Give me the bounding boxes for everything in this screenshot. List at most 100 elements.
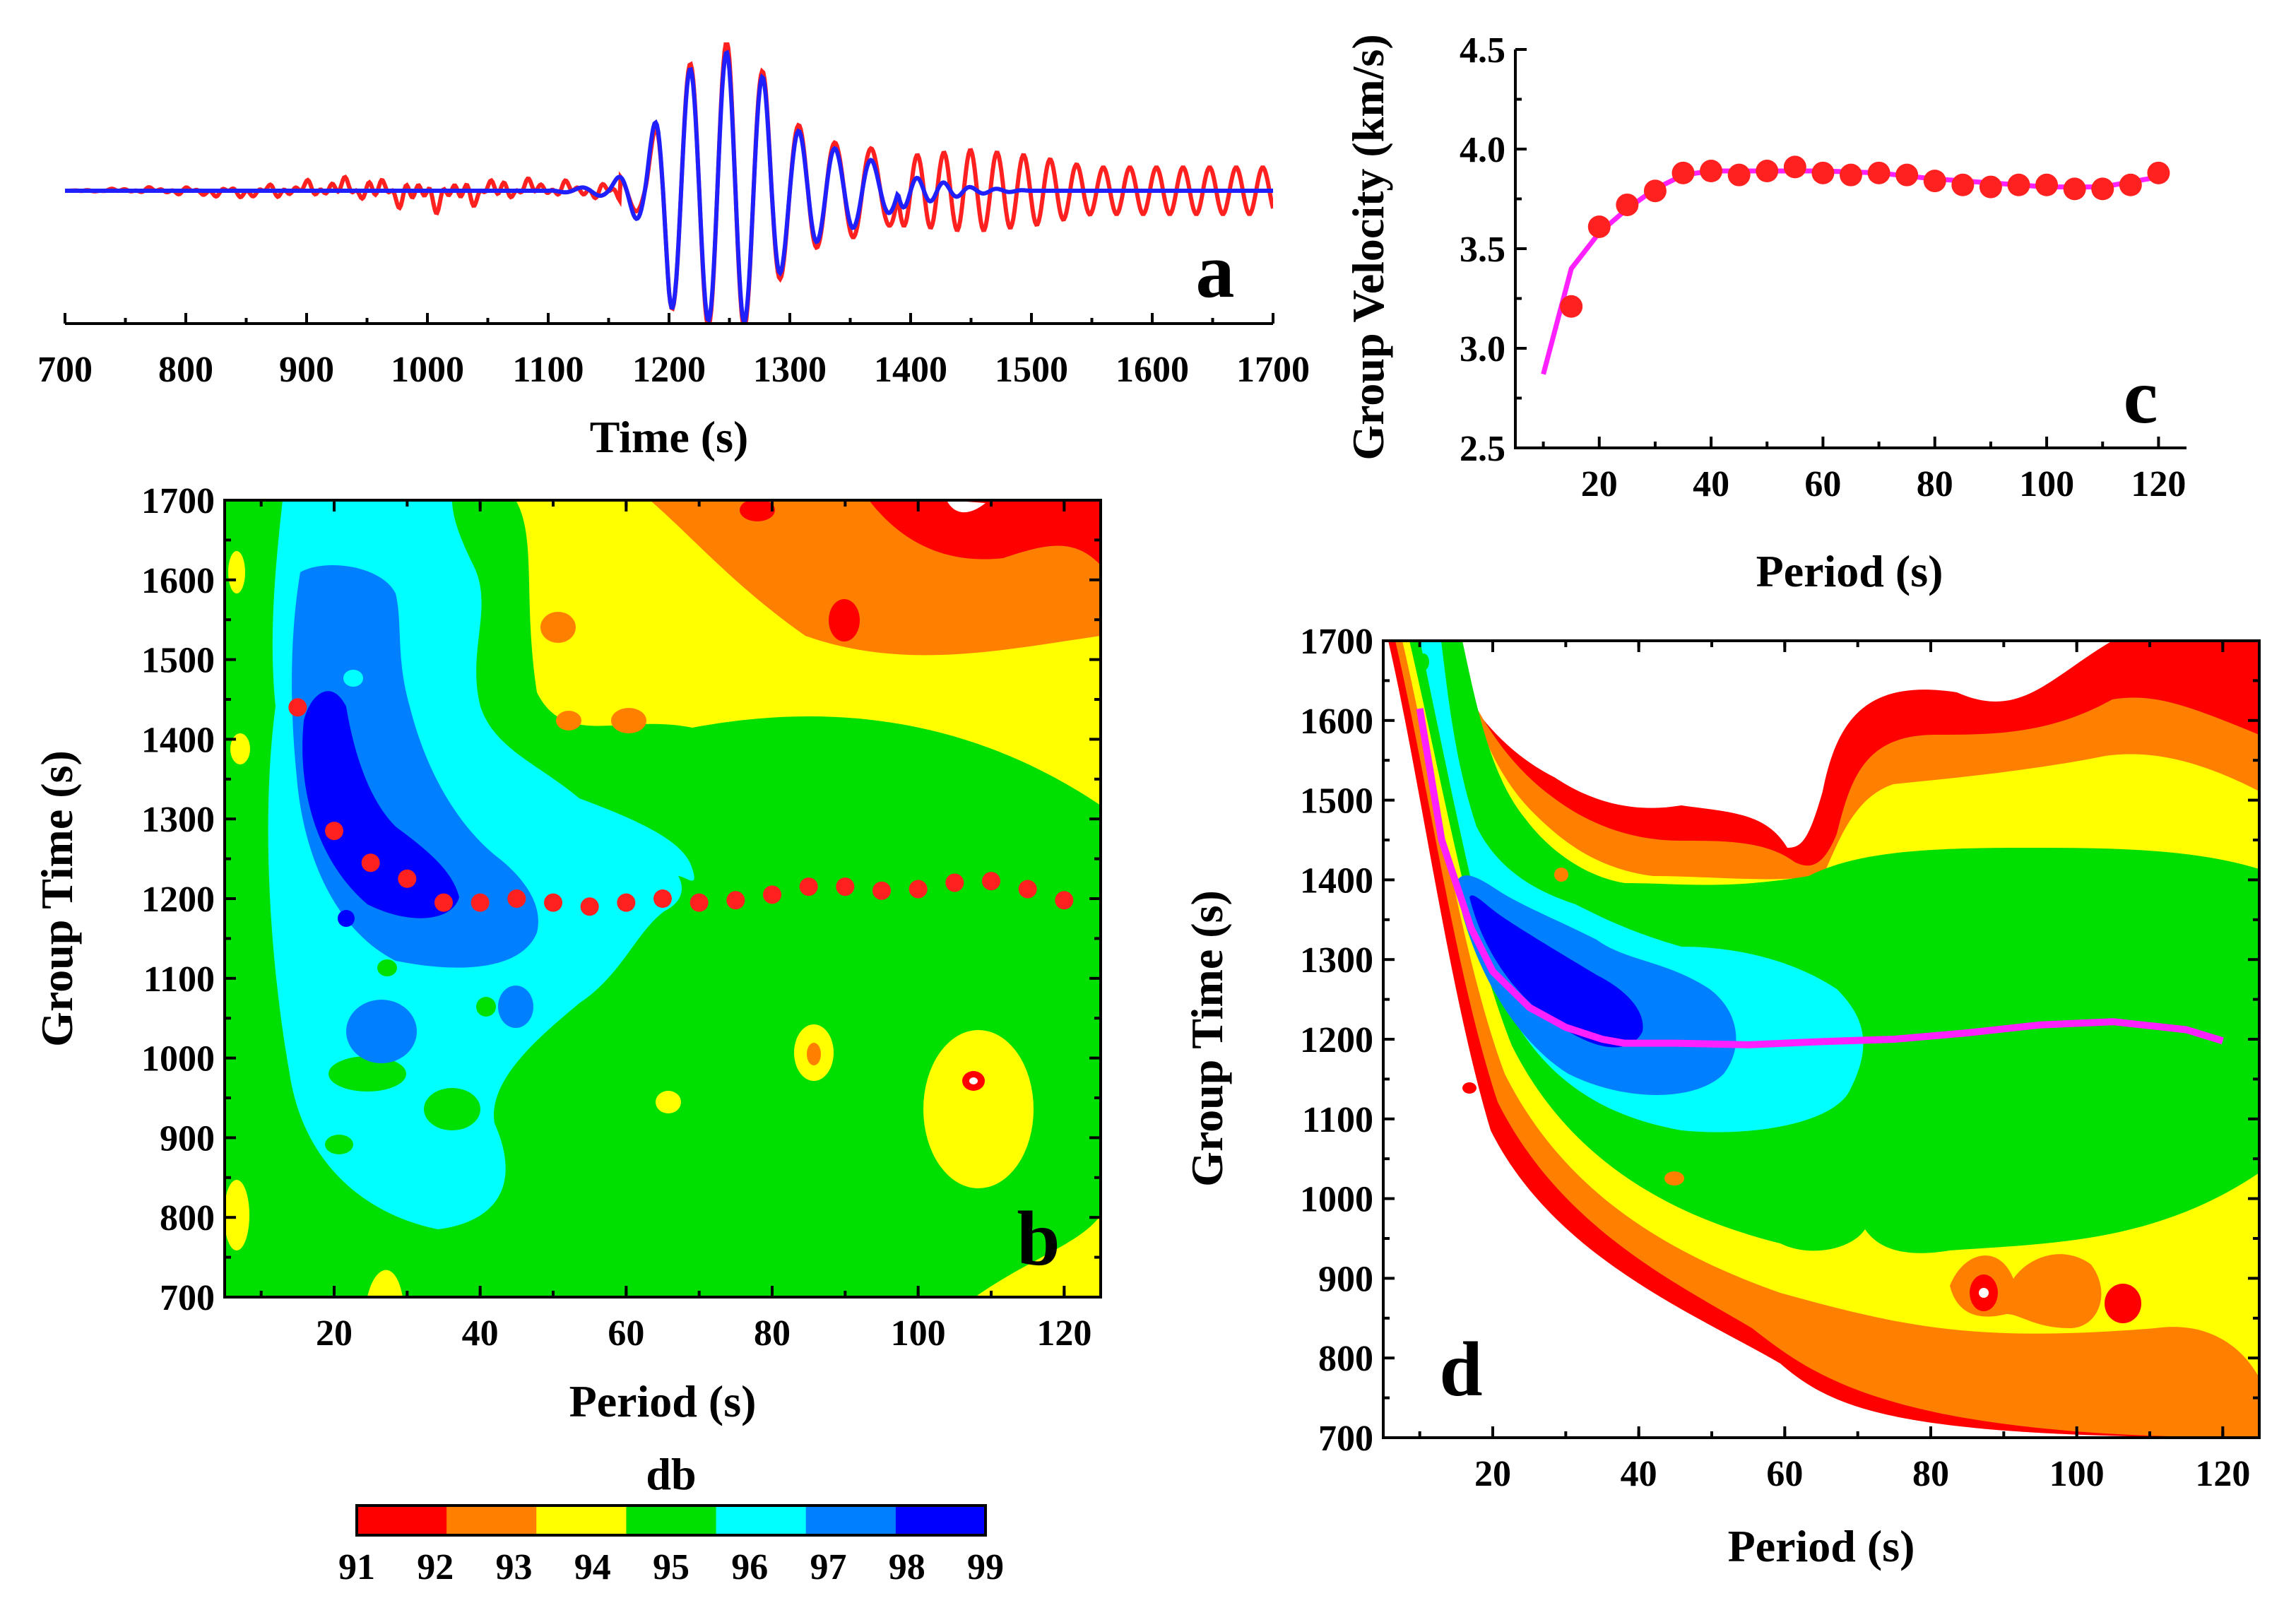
- panel-c-point: [1643, 179, 1667, 203]
- colorbar-tick-label: 92: [417, 1547, 454, 1587]
- panel-d-y-tick-label: 1300: [1300, 940, 1373, 981]
- panel-d-dispersion-curve: [1416, 708, 2224, 1048]
- panel-c-x-label: Period (s): [1756, 546, 1943, 596]
- panel-b-x-tick-label: 120: [1036, 1313, 1091, 1354]
- panel-b-y-tick-label: 1600: [141, 561, 215, 601]
- panel-c-axes: [1514, 49, 2186, 449]
- panel-c-point: [1587, 215, 1611, 238]
- panel-a-tick-label: 1700: [1236, 350, 1310, 390]
- panel-c-point: [1783, 155, 1806, 179]
- panel-c-point: [1867, 161, 1890, 184]
- panel-d-y-tick-label: 1600: [1300, 702, 1373, 742]
- panel-b-y-tick-label: 800: [160, 1198, 215, 1238]
- panel-d-x-tick-label: 60: [1766, 1454, 1803, 1494]
- colorbar-tick-label: 93: [496, 1547, 533, 1587]
- panel-b-y-tick-label: 1700: [141, 481, 215, 521]
- panel-c-y-tick-label: 2.5: [1460, 429, 1505, 469]
- colorbar-swatch: [626, 1506, 717, 1535]
- panel-b-point: [1055, 891, 1074, 910]
- panel-c-point: [1616, 193, 1639, 216]
- panel-a-trace-blue: [65, 49, 1273, 325]
- panel-b-point: [288, 698, 307, 717]
- panel-a-tick-label: 800: [158, 350, 213, 390]
- colorbar-tick-label: 94: [574, 1547, 611, 1587]
- panel-a-tick-label: 1400: [874, 350, 947, 390]
- colorbar-frame: [355, 1504, 987, 1537]
- panel-c-x-tick-label: 60: [1804, 464, 1841, 504]
- panel-c-point: [2035, 173, 2059, 196]
- panel-c-point: [1923, 170, 1946, 193]
- panel-b-y-tick-label: 1200: [141, 880, 215, 920]
- panel-d-y-tick-label: 900: [1318, 1259, 1373, 1299]
- panel-c-y-tick-label: 4.0: [1460, 130, 1505, 170]
- colorbar-swatch: [895, 1506, 986, 1535]
- panel-d-y-tick-label: 1500: [1300, 781, 1373, 822]
- panel-b-point: [398, 869, 417, 888]
- panel-d-y-tick-label: 1000: [1300, 1180, 1373, 1220]
- panel-d-y-tick-label: 700: [1318, 1419, 1373, 1459]
- panel-c-y-tick-label: 3.0: [1460, 329, 1505, 369]
- panel-c-x-tick-label: 20: [1581, 464, 1618, 504]
- panel-a-tick-label: 1300: [753, 350, 827, 390]
- colorbar-title: db: [646, 1449, 696, 1499]
- panel-c-point: [1811, 161, 1835, 184]
- panel-d-x-tick-label: 80: [1912, 1454, 1949, 1494]
- panel-b-y-tick-label: 700: [160, 1278, 215, 1318]
- panel-b-point: [325, 822, 343, 841]
- panel-c-letter: c: [2124, 353, 2158, 439]
- panel-c-x-tick-label: 100: [2019, 464, 2074, 504]
- panel-d-y-label: Group Time (s): [1182, 890, 1232, 1187]
- panel-b-point: [361, 853, 380, 873]
- colorbar-swatch: [716, 1506, 807, 1535]
- panel-b-point: [799, 877, 818, 897]
- panel-b-y-tick-label: 1100: [143, 959, 215, 1000]
- panel-d-x-tick-label: 100: [2049, 1454, 2105, 1494]
- panel-c-point: [1727, 163, 1751, 187]
- panel-d-x-label: Period (s): [1728, 1521, 1915, 1571]
- panel-d-x-tick-label: 20: [1474, 1454, 1511, 1494]
- panel-c-point: [2091, 177, 2114, 201]
- panel-d-y-tick-label: 800: [1318, 1339, 1373, 1379]
- panel-d-y-tick-label: 1200: [1300, 1020, 1373, 1060]
- panel-c-point: [1560, 295, 1583, 318]
- panel-b-point: [507, 889, 526, 908]
- panel-b-y-tick-label: 1500: [141, 641, 215, 681]
- colorbar-swatch: [446, 1506, 537, 1535]
- panel-b-point: [982, 872, 1000, 891]
- panel-c-point: [1840, 163, 1862, 187]
- panel-c-point: [2007, 173, 2030, 196]
- panel-c-x-tick-label: 40: [1693, 464, 1729, 504]
- colorbar-tick-label: 99: [967, 1547, 1004, 1587]
- panel-b-y-label: Group Time (s): [32, 750, 82, 1047]
- panel-d-x-tick-label: 120: [2195, 1454, 2250, 1494]
- panel-a-waveform: 700 800 900 1000 1100 1200 1300 1400 1500 1600 170…: [37, 42, 1310, 462]
- panel-b-point: [872, 881, 891, 900]
- panel-c-point: [2119, 173, 2142, 196]
- colorbar-swatch: [536, 1506, 627, 1535]
- colorbar-tick-label: 98: [889, 1547, 925, 1587]
- panel-d-letter: d: [1439, 1326, 1482, 1412]
- panel-b-point: [434, 893, 453, 912]
- panel-b-point: [945, 873, 964, 892]
- panel-d-y-tick-label: 1700: [1300, 622, 1373, 662]
- colorbar-tick-label: 97: [810, 1547, 847, 1587]
- panel-c-point: [2063, 177, 2086, 201]
- colorbar-tick-label: 91: [338, 1547, 375, 1587]
- colorbar: db 91 92 93 94 95 96 97 98 99: [338, 1449, 1004, 1587]
- panel-b-x-tick-label: 20: [316, 1313, 353, 1354]
- panel-b-spectrogram: 20 40 60 80 100 120 700 800 900 1000 1100 1200 1300 1…: [32, 481, 1102, 1426]
- colorbar-tick-label: 95: [653, 1547, 690, 1587]
- panel-a-tick-label: 700: [37, 350, 93, 390]
- panel-c-dispersion: 20 40 60 80 100 120 2.5 3.0 3.5 4.0 4.5 Period (s)…: [1343, 30, 2186, 596]
- panel-d-y-tick-label: 1400: [1300, 860, 1373, 901]
- panel-b-point: [580, 897, 599, 916]
- panel-b-point: [1018, 880, 1037, 899]
- panel-b-x-label: Period (s): [569, 1376, 757, 1426]
- panel-c-point: [1700, 160, 1723, 183]
- panel-b-point: [836, 877, 855, 897]
- panel-b-point: [690, 893, 709, 912]
- panel-a-letter: a: [1196, 227, 1235, 314]
- panel-c-y-tick-label: 3.5: [1460, 230, 1505, 270]
- panel-c-y-tick-label: 4.5: [1460, 30, 1505, 71]
